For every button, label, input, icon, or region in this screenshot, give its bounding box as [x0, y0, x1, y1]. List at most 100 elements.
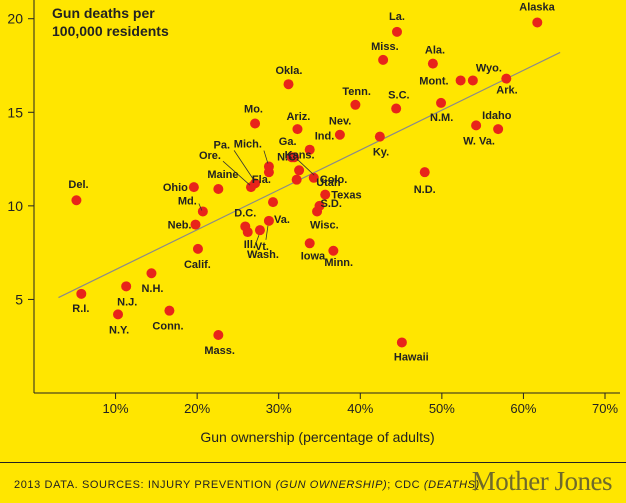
label-ind: Ind.: [315, 131, 335, 143]
label-d-c: D.C.: [234, 207, 256, 219]
point-fla: [263, 167, 274, 178]
label-colo: Colo.: [320, 174, 348, 186]
x-tick-label: 20%: [184, 401, 210, 416]
label-ariz: Ariz.: [286, 111, 310, 123]
point-washington: [254, 225, 265, 236]
point-ark: [501, 73, 512, 84]
label-ark: Ark.: [496, 85, 517, 97]
point-maine: [213, 184, 224, 195]
footer-divider: [0, 462, 626, 463]
point-n-j: [121, 281, 132, 292]
label-n-y: N.Y.: [109, 324, 129, 336]
label-ill: Ill.: [244, 239, 256, 251]
label-pa: Pa.: [214, 139, 231, 151]
label-la: La.: [389, 11, 405, 23]
source-part-2: (GUN OWNERSHIP): [275, 479, 388, 491]
label-ore: Ore.: [199, 150, 221, 162]
label-s-c: S.C.: [388, 90, 409, 102]
point-vt: [263, 215, 274, 226]
label-ky: Ky.: [373, 147, 389, 159]
x-tick-label: 40%: [347, 401, 373, 416]
y-tick-label: 15: [7, 104, 23, 120]
trendline-path: [58, 51, 561, 299]
label-mont: Mont.: [419, 75, 448, 87]
x-tick-label: 30%: [266, 401, 292, 416]
label-kans: Kans.: [285, 150, 315, 162]
point-texas: [320, 189, 331, 200]
point-mont: [455, 75, 466, 86]
mother-jones-logo: Mother Jones: [471, 466, 613, 496]
label-mass: Mass.: [204, 345, 235, 357]
point-idaho: [493, 124, 504, 135]
leader-mich: [263, 150, 269, 164]
label-ala: Ala.: [425, 45, 445, 57]
point-ala: [427, 58, 438, 69]
point-ore: [245, 182, 256, 193]
point-tenn: [350, 99, 361, 110]
label-conn: Conn.: [152, 321, 183, 333]
label-wisc: Wisc.: [310, 219, 339, 231]
point-n-d: [419, 167, 430, 178]
y-tick-label: 5: [15, 291, 23, 307]
label-s-d: S.D.: [321, 198, 342, 210]
label-nev: Nev.: [329, 116, 351, 128]
label-washington: Wash.: [247, 249, 279, 261]
label-neb: Neb.: [168, 220, 192, 232]
point-wisc: [312, 206, 323, 217]
label-md: Md.: [178, 195, 197, 207]
point-n-m: [436, 97, 447, 108]
label-va: Va.: [274, 214, 290, 226]
label-mo: Mo.: [244, 104, 263, 116]
point-utah: [289, 152, 300, 163]
point-ariz: [292, 124, 303, 135]
label-leader-lines: [198, 150, 315, 249]
label-alaska: Alaska: [519, 1, 555, 13]
point-iowa: [304, 238, 315, 249]
point-s-c: [391, 103, 402, 114]
label-iowa: Iowa: [301, 250, 326, 262]
label-n-m: N.M.: [430, 112, 453, 124]
label-utah: Utah: [316, 177, 341, 189]
leader-md: [198, 203, 203, 211]
label-n-c: N.C.: [277, 151, 299, 163]
leader-washington: [253, 235, 260, 249]
source-part-3: ; CDC: [387, 479, 424, 491]
point-neb: [190, 219, 201, 230]
label-del: Del.: [68, 179, 88, 191]
trendline: [58, 51, 561, 299]
label-hawaii: Hawaii: [394, 351, 429, 363]
label-w-va: W. Va.: [463, 135, 495, 147]
label-vt: Vt.: [255, 241, 269, 253]
point-md: [197, 206, 208, 217]
label-n-j: N.J.: [117, 296, 137, 308]
label-r-i: R.I.: [72, 303, 89, 315]
x-axis-title: Gun ownership (percentage of adults): [200, 429, 434, 445]
axes: 5 10 15 20 10% 20% 30% 40% 50% 60% 70% Gun ownershi…: [7, 0, 620, 445]
label-minn: Minn.: [324, 257, 353, 269]
point-nev: [334, 129, 345, 140]
label-fla: Fla.: [252, 174, 271, 186]
point-minn: [328, 245, 339, 256]
label-calif: Calif.: [184, 259, 211, 271]
point-w-va: [471, 120, 482, 131]
label-okla: Okla.: [276, 65, 303, 77]
point-n-c: [294, 165, 305, 176]
point-va: [268, 197, 279, 208]
point-r-i: [76, 288, 87, 299]
leader-vt: [265, 225, 269, 240]
x-tick-label: 60%: [510, 401, 536, 416]
point-del: [71, 195, 82, 206]
label-mich: Mich.: [234, 139, 262, 151]
point-n-h: [146, 268, 157, 279]
x-tick-label: 10%: [103, 401, 129, 416]
point-la: [391, 26, 402, 37]
label-maine: Maine: [207, 169, 238, 181]
point-conn: [164, 305, 175, 316]
source-part-1: 2013 DATA. SOURCES: INJURY PREVENTION: [14, 479, 276, 491]
point-mass: [213, 329, 224, 340]
point-calif: [192, 243, 203, 254]
point-miss: [378, 54, 389, 65]
label-n-h: N.H.: [141, 283, 163, 295]
x-tick-label: 50%: [429, 401, 455, 416]
point-hawaii: [396, 337, 407, 348]
